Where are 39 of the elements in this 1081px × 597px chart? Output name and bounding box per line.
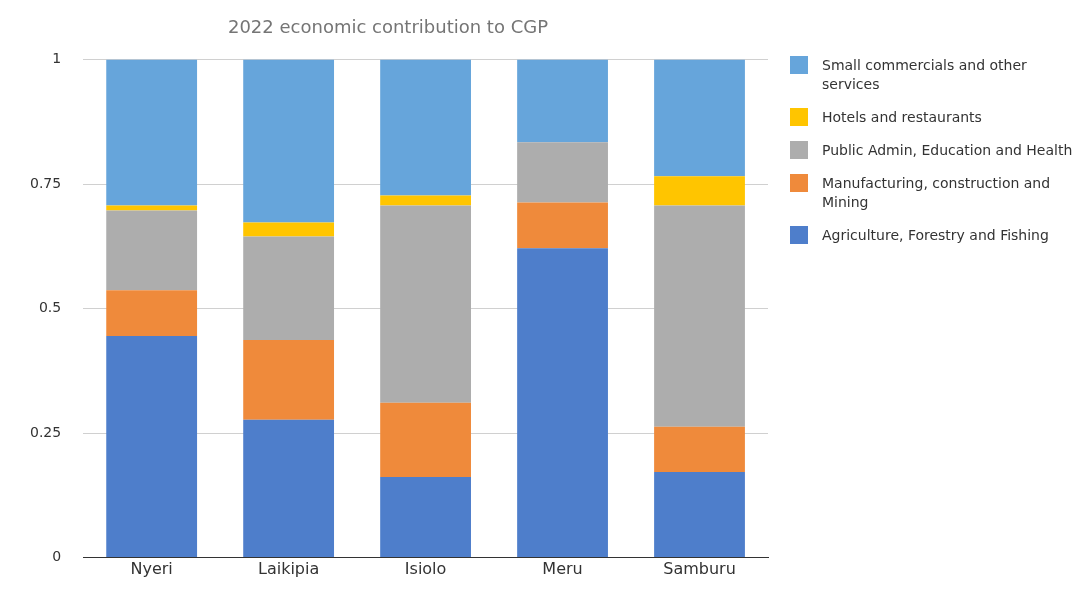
y-tick-label: 0.75 [30,174,62,191]
bar [517,202,608,249]
bar [654,471,745,558]
bar [106,335,198,558]
legend-label: Manufacturing, construction and Mining [822,174,1052,212]
legend-label: Small commercials and other services [822,56,1028,94]
bar [106,290,198,336]
bar [243,236,335,340]
x-tick-label: Nyeri [130,559,173,579]
bar [654,176,745,206]
bar [243,222,335,237]
x-tick-label: Laikipia [257,559,320,579]
y-tick-label: 0.5 [38,299,62,316]
bar [654,426,745,472]
bar [380,205,471,403]
x-tick-label: Meru [542,559,583,579]
legend-label: Hotels and restaurants [822,108,982,127]
bar [243,59,335,223]
chart-title: 2022 economic contribution to CGP [227,16,549,38]
bar [243,419,335,558]
bar [517,248,608,558]
bar [654,59,745,177]
y-tick-label: 0.25 [30,423,62,440]
x-tick-label: Isiolo [404,559,447,579]
bar [106,210,198,291]
bar [517,59,608,143]
bar [380,402,471,477]
y-tick-label: 0 [52,548,62,565]
bar [380,59,471,196]
bar [380,476,471,558]
legend-label: Agriculture, Forestry and Fishing [822,226,1049,245]
bar [654,205,745,427]
x-tick-label: Samburu [663,559,736,579]
bar [380,195,471,206]
bar [243,339,335,420]
bar [517,142,608,203]
bar [106,59,198,206]
legend-label: Public Admin, Education and Health [822,141,1073,160]
y-tick-label: 1 [52,50,62,67]
